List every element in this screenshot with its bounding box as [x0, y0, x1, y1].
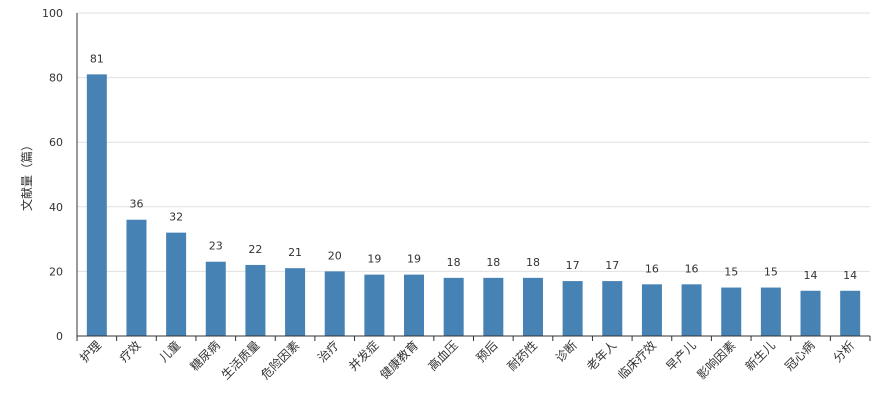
- value-label: 32: [169, 211, 183, 224]
- y-axis-title: 文献量（篇）: [19, 139, 34, 211]
- gridlines: [77, 12, 870, 272]
- value-label: 21: [288, 246, 302, 259]
- bar: [602, 281, 623, 336]
- category-label: 新生儿: [742, 338, 778, 374]
- y-tick-label: 80: [49, 72, 63, 85]
- category-label: 疗效: [116, 338, 144, 366]
- bar: [126, 219, 147, 336]
- category-label: 耐药性: [505, 338, 540, 373]
- value-label: 19: [407, 253, 421, 266]
- category-label: 影响因素: [694, 338, 739, 383]
- value-label: 23: [209, 240, 223, 253]
- y-tick-label: 60: [49, 136, 63, 149]
- category-label: 危险因素: [258, 338, 303, 383]
- category-label: 诊断: [552, 338, 580, 366]
- category-label: 早产儿: [663, 338, 698, 373]
- value-label: 18: [526, 256, 540, 269]
- value-label: 18: [486, 256, 500, 269]
- category-label: 老年人: [584, 338, 619, 373]
- value-label: 20: [328, 249, 342, 262]
- value-label: 36: [129, 198, 143, 211]
- y-axis: 0 20 40 60 80 100: [42, 7, 78, 343]
- category-label: 分析: [830, 338, 857, 365]
- value-label: 18: [447, 256, 461, 269]
- category-label: 健康教育: [377, 338, 422, 383]
- y-tick-label: 0: [56, 330, 63, 343]
- y-tick-label: 100: [42, 7, 63, 20]
- bar: [483, 277, 504, 336]
- category-label: 生活质量: [219, 338, 263, 382]
- bar: [245, 264, 266, 336]
- category-label: 高血压: [425, 338, 461, 374]
- category-label: 护理: [77, 338, 104, 365]
- bar: [641, 284, 662, 336]
- category-label: 治疗: [315, 338, 342, 365]
- bar: [364, 274, 385, 336]
- category-label: 儿童: [156, 338, 184, 366]
- category-label: 糖尿病: [187, 338, 223, 374]
- bar: [562, 281, 583, 336]
- category-label: 冠心病: [782, 338, 818, 374]
- bar: [86, 74, 107, 337]
- bar: [760, 287, 781, 336]
- category-label: 预后: [474, 338, 501, 365]
- value-label: 19: [367, 253, 381, 266]
- value-label: 81: [90, 52, 104, 65]
- category-label: 并发症: [345, 338, 381, 374]
- value-label: 17: [605, 259, 619, 272]
- value-label: 16: [685, 262, 699, 275]
- value-labels: 81 36 32 23 22 21 20 19 19 18 18 18 17 17 16 16 15 15 14 14: [90, 52, 857, 281]
- bar: [800, 290, 821, 336]
- y-tick-label: 20: [49, 265, 63, 278]
- value-label: 15: [724, 266, 738, 279]
- bar: [840, 290, 861, 336]
- bar: [166, 232, 187, 336]
- value-label: 16: [645, 262, 659, 275]
- value-label: 17: [566, 259, 580, 272]
- bar: [324, 271, 345, 336]
- value-label: 15: [764, 266, 778, 279]
- bar: [721, 287, 742, 336]
- bar: [404, 274, 425, 336]
- bar: [285, 268, 306, 336]
- bar: [522, 277, 543, 336]
- value-label: 14: [804, 269, 818, 282]
- bar: [443, 277, 464, 336]
- y-tick-label: 40: [49, 201, 63, 214]
- value-label: 14: [843, 269, 857, 282]
- bars: [86, 74, 861, 337]
- bar: [205, 261, 226, 336]
- bar: [681, 284, 702, 336]
- value-label: 22: [248, 243, 262, 256]
- category-label: 临床疗效: [614, 338, 659, 383]
